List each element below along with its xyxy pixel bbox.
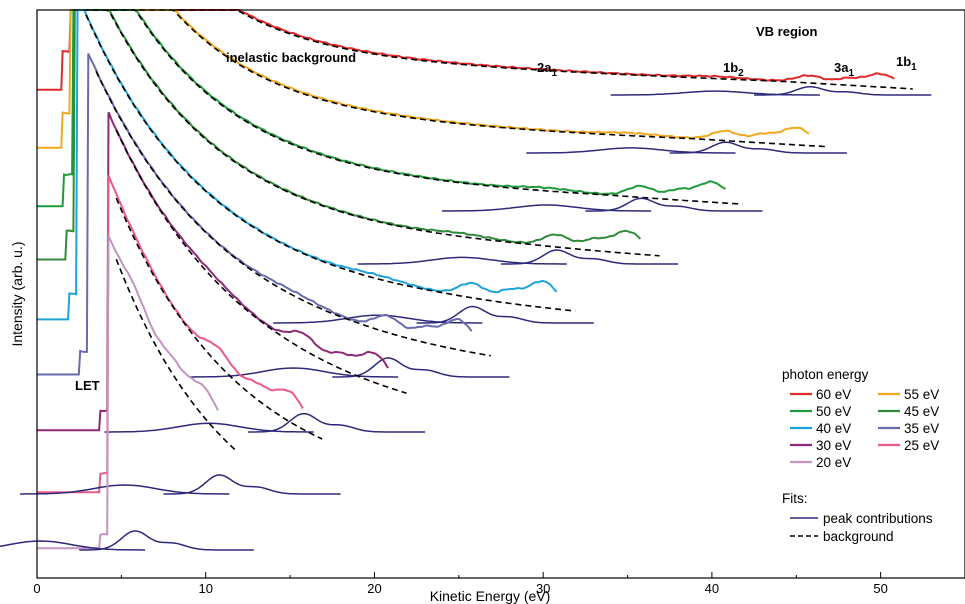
peak-label-3a1-sub: 1 (848, 68, 854, 79)
legend-label-35ev: 35 eV (904, 421, 939, 436)
legend-title: photon energy (782, 367, 869, 382)
peak-label-3a1: 3a1 (834, 60, 854, 79)
peak-label-2a1-sub: 1 (551, 68, 557, 79)
inelastic-background-annotation: inelastic background (226, 50, 356, 65)
x-tick-label-0: 0 (33, 581, 40, 596)
legend-label-20ev: 20 eV (816, 455, 851, 470)
peak-contribution-40ev-2 (417, 307, 594, 324)
legend-label-45ev: 45 eV (904, 404, 939, 419)
plot-frame (37, 10, 965, 578)
peak-label-2a1-main: 2a (537, 60, 552, 75)
peak-label-1b1-sub: 1 (911, 62, 917, 73)
x-tick-label-10: 10 (198, 581, 212, 596)
peak-label-1b1: 1b1 (896, 54, 917, 73)
peak-contribution-30ev-2 (248, 414, 425, 432)
legend-label-55ev: 55 eV (904, 387, 939, 402)
x-tick-label-40: 40 (705, 581, 719, 596)
peak-label-1b2-main: 1b (723, 60, 738, 75)
x-tick-label-20: 20 (367, 581, 381, 596)
vb-region-annotation: VB region (756, 24, 817, 39)
peak-label-1b2-sub: 2 (738, 68, 744, 79)
let-annotation: LET (75, 378, 100, 393)
legend: photon energy 60 eV 55 eV 50 eV 45 eV 40 eV 3… (782, 367, 939, 544)
peak-contribution-35ev-1 (189, 368, 398, 377)
legend-peak-contributions-label: peak contributions (823, 511, 933, 526)
background-fit-60ev (79, 10, 913, 89)
legend-label-25ev: 25 eV (904, 438, 939, 453)
legend-label-50ev: 50 eV (816, 404, 851, 419)
peak-contribution-55ev-2 (670, 142, 847, 153)
legend-label-40ev: 40 eV (816, 421, 851, 436)
legend-label-60ev: 60 eV (816, 387, 851, 402)
spectrum-20ev (37, 236, 218, 548)
peak-label-3a1-main: 3a (834, 60, 849, 75)
background-fit-35ev (96, 71, 491, 356)
spectra-curves (0, 10, 931, 550)
legend-fits-title: Fits: (782, 491, 808, 506)
peak-contribution-35ev-2 (332, 358, 509, 377)
legend-background-label: background (823, 529, 894, 544)
legend-label-30ev: 30 eV (816, 438, 851, 453)
peak-contribution-25ev-2 (164, 475, 341, 494)
peak-contribution-45ev-2 (501, 250, 678, 264)
x-axis-label: Kinetic Energy (eV) (430, 588, 551, 604)
spectrum-55ev (37, 10, 809, 148)
peak-label-1b1-main: 1b (896, 54, 911, 69)
x-tick-label-50: 50 (873, 581, 887, 596)
y-axis-label: Intensity (arb. u.) (9, 241, 25, 346)
spectrum-35ev (37, 54, 472, 375)
peak-label-1b2: 1b2 (723, 60, 744, 79)
peak-contribution-30ev-1 (105, 423, 314, 432)
peak-label-2a1: 2a1 (537, 60, 557, 79)
legend-series: 60 eV 55 eV 50 eV 45 eV 40 eV 35 eV 30 eV 25 eV… (790, 387, 939, 470)
